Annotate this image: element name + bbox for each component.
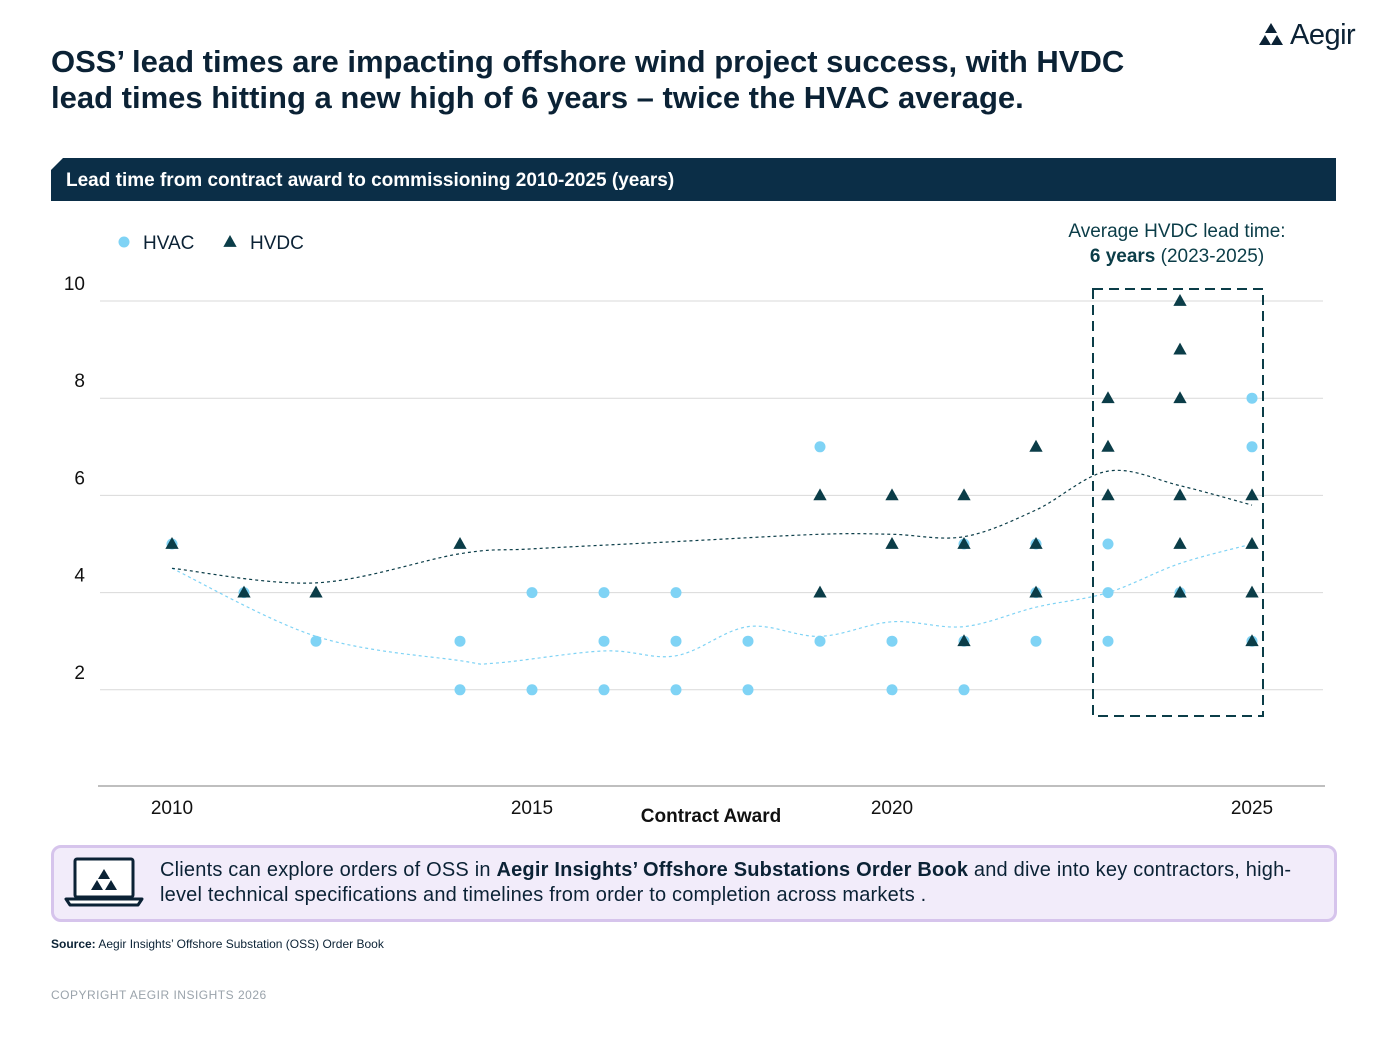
hvdc-point <box>1029 439 1043 452</box>
y-tick-label: 8 <box>74 371 85 392</box>
hvdc-point <box>1173 391 1187 404</box>
hvac-point <box>598 684 610 696</box>
title-line-2: lead times hitting a new high of 6 years… <box>51 80 1024 115</box>
page-title: OSS’ lead times are impacting offshore w… <box>51 44 1231 116</box>
highlight-bold-value: 6 years <box>1090 246 1156 267</box>
hvac-point <box>958 684 970 696</box>
y-tick-label: 10 <box>64 274 85 295</box>
hvac-point <box>310 635 322 647</box>
hvac-point <box>670 684 682 696</box>
hvdc-point <box>1101 439 1115 452</box>
laptop-icon <box>64 857 144 907</box>
x-tick-label: 2020 <box>871 798 913 819</box>
callout-text-end: and dive into key contractors, high-leve… <box>160 859 1292 906</box>
hvdc-point <box>1101 391 1115 404</box>
hvdc-point <box>1245 634 1259 647</box>
hvac-point <box>454 684 466 696</box>
hvdc-point <box>957 537 971 549</box>
source-note: Source: Aegir Insights’ Offshore Substat… <box>51 937 384 951</box>
hvdc-point <box>1029 537 1043 549</box>
hvdc-point <box>1173 488 1187 501</box>
aegir-logo-icon <box>1259 23 1283 45</box>
hvac-point <box>1246 392 1258 404</box>
order-book-link[interactable]: Aegir Insights’ Offshore Substations Ord… <box>496 859 969 881</box>
hvdc-point <box>1173 537 1187 549</box>
hvac-point <box>1030 635 1042 647</box>
hvdc-point <box>885 488 899 501</box>
hvac-point <box>1102 587 1114 599</box>
hvdc-point <box>1173 294 1187 306</box>
hvdc-point <box>1029 585 1043 598</box>
hvac-point <box>598 587 610 599</box>
hvac-point <box>742 684 754 696</box>
hvdc-point <box>165 537 179 549</box>
legend-hvac-label: HVAC <box>143 233 194 254</box>
highlight-label-line2: 6 years (2023-2025) <box>1090 246 1264 267</box>
hvdc-point <box>453 537 467 549</box>
highlight-period: (2023-2025) <box>1155 246 1264 267</box>
x-tick-label: 2010 <box>151 798 193 819</box>
title-line-1: OSS’ lead times are impacting offshore w… <box>51 44 1125 79</box>
chart-title-banner: Lead time from contract award to commiss… <box>51 158 1336 201</box>
aegir-logo: Aegir <box>1258 18 1356 52</box>
hvdc-point <box>1245 585 1259 598</box>
hvac-point <box>670 587 682 599</box>
hvac-point <box>1246 441 1258 453</box>
hvac-point <box>886 684 898 696</box>
hvac-point <box>814 635 826 647</box>
brand-name: Aegir <box>1290 18 1356 51</box>
hvdc-point <box>957 634 971 647</box>
hvac-point <box>1102 538 1114 550</box>
legend-hvdc-marker <box>223 235 237 247</box>
hvac-point <box>1102 635 1114 647</box>
x-axis-title: Contract Award <box>641 806 781 827</box>
source-text: Aegir Insights’ Offshore Substation (OSS… <box>95 937 384 951</box>
hvac-point <box>526 587 538 599</box>
callout-text-start: Clients can explore orders of OSS in <box>160 859 497 881</box>
hvdc-highlight-box <box>1092 288 1264 717</box>
hvac-point <box>742 635 754 647</box>
hvdc-point <box>1245 488 1259 501</box>
hvac-trend-line <box>171 543 1253 665</box>
hvac-point <box>670 635 682 647</box>
x-tick-label: 2025 <box>1231 798 1273 819</box>
hvdc-point <box>1173 585 1187 598</box>
callout-text: Clients can explore orders of OSS in Aeg… <box>160 858 1310 908</box>
hvdc-point <box>309 585 323 598</box>
hvac-point <box>886 635 898 647</box>
hvac-point <box>526 684 538 696</box>
hvdc-point <box>885 537 899 549</box>
legend-hvdc-label: HVDC <box>250 233 304 254</box>
hvdc-point <box>813 585 827 598</box>
hvdc-trend-line <box>171 469 1253 584</box>
lead-time-chart: 2 4 6 8 10 2010 2015 2020 2025 Contract Award Aver… <box>64 221 1325 827</box>
highlight-label-line1: Average HVDC lead time: <box>1068 221 1285 242</box>
hvdc-point <box>813 488 827 501</box>
y-tick-label: 4 <box>74 566 85 587</box>
y-tick-label: 6 <box>74 468 85 489</box>
source-label: Source: <box>51 937 96 951</box>
hvac-point <box>454 635 466 647</box>
y-tick-label: 2 <box>74 663 85 684</box>
copyright: COPYRIGHT AEGIR INSIGHTS 2026 <box>51 988 267 1002</box>
hvdc-point <box>1245 537 1259 549</box>
x-tick-label: 2015 <box>511 798 553 819</box>
hvdc-point <box>1101 488 1115 501</box>
hvac-point <box>814 441 826 453</box>
hvac-point <box>598 635 610 647</box>
order-book-callout[interactable]: Clients can explore orders of OSS in Aeg… <box>51 845 1337 922</box>
hvdc-point <box>1173 342 1187 355</box>
hvdc-point <box>237 585 251 598</box>
legend-hvac-marker <box>118 236 130 248</box>
hvdc-point <box>957 488 971 501</box>
